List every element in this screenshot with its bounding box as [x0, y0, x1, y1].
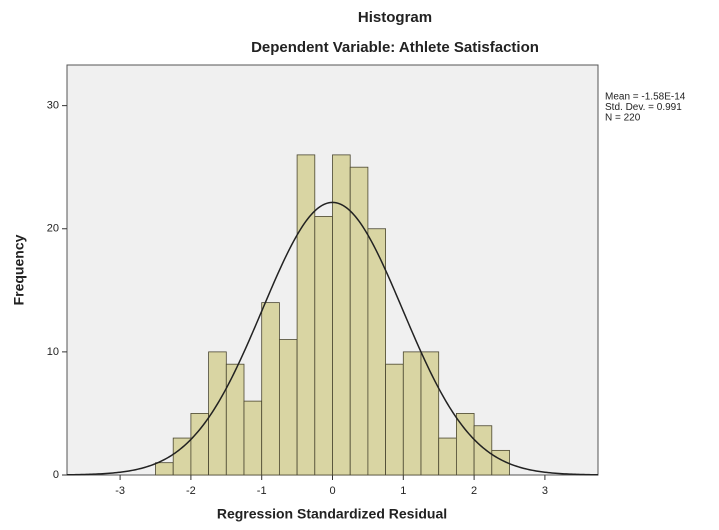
bar [296, 154, 316, 476]
stats-label: Std. Dev. = 0.991 [605, 102, 682, 113]
bar [438, 437, 457, 476]
x-tick-label: -3 [115, 485, 125, 497]
stats-label: N = 220 [605, 113, 641, 124]
bar [225, 363, 245, 476]
bar [385, 363, 404, 476]
x-tick-label: -2 [186, 485, 196, 497]
y-tick-label: 30 [47, 100, 59, 112]
bar [314, 216, 333, 476]
bar [367, 228, 386, 476]
bar [261, 302, 280, 476]
y-axis-label: Frequency [11, 234, 27, 305]
bar [402, 351, 422, 476]
x-tick-label: -1 [257, 485, 267, 497]
x-tick-label: 1 [400, 485, 406, 497]
bar [243, 400, 263, 476]
x-tick-label: 0 [329, 485, 335, 497]
y-tick-label: 0 [53, 469, 59, 481]
bar [420, 351, 440, 476]
chart-subtitle: Dependent Variable: Athlete Satisfaction [251, 39, 539, 56]
bar [278, 339, 298, 476]
x-tick-label: 3 [542, 485, 548, 497]
y-tick-label: 20 [47, 223, 59, 235]
x-axis-label: Regression Standardized Residual [217, 506, 447, 522]
chart-title: Histogram [358, 9, 432, 26]
stats-label: Mean = -1.58E-14 [605, 92, 686, 103]
bar [172, 437, 192, 476]
bar [155, 462, 174, 476]
x-tick-label: 2 [471, 485, 477, 497]
y-tick-label: 10 [47, 346, 59, 358]
normal-curve [66, 201, 599, 476]
bar [473, 425, 493, 476]
